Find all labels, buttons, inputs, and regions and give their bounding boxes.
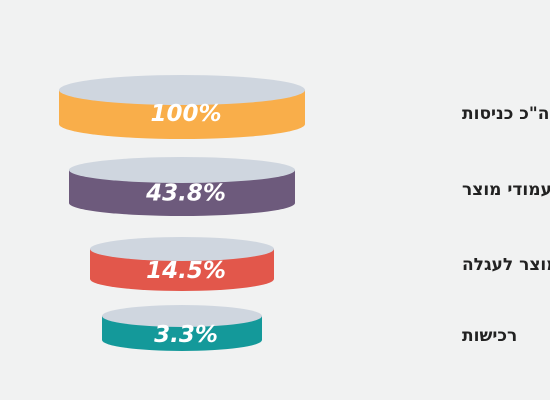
funnel-stage: 3.3% רכישות: [102, 305, 517, 351]
stage-name-label: צפייה בעמודי מוצר: [462, 180, 550, 200]
funnel-stage-top: [90, 237, 274, 261]
stage-value-label: 3.3%: [154, 322, 218, 348]
funnel-stage-top: [69, 157, 295, 183]
funnel-stages: 100% סה"כ כניסות 43.8% צפייה בעמודי מוצר 14.…: [59, 75, 550, 351]
stage-name-label: סה"כ כניסות: [462, 104, 550, 124]
funnel-stage-body: [69, 170, 295, 216]
stage-value-label: 43.8%: [145, 181, 226, 207]
funnel-stage-top: [102, 305, 262, 327]
funnel-stage: 100% סה"כ כניסות: [59, 75, 550, 139]
funnel-stage: 14.5% הוספת מוצר לעגלה: [90, 237, 550, 291]
funnel-stage-top: [59, 75, 305, 105]
funnel-stage: 43.8% צפייה בעמודי מוצר: [69, 157, 550, 216]
stage-value-label: 100%: [150, 101, 221, 127]
funnel-stage-body: [90, 249, 274, 291]
stage-value-label: 14.5%: [146, 258, 226, 284]
stage-name-label: רכישות: [462, 326, 517, 346]
stage-name-label: הוספת מוצר לעגלה: [462, 255, 550, 275]
